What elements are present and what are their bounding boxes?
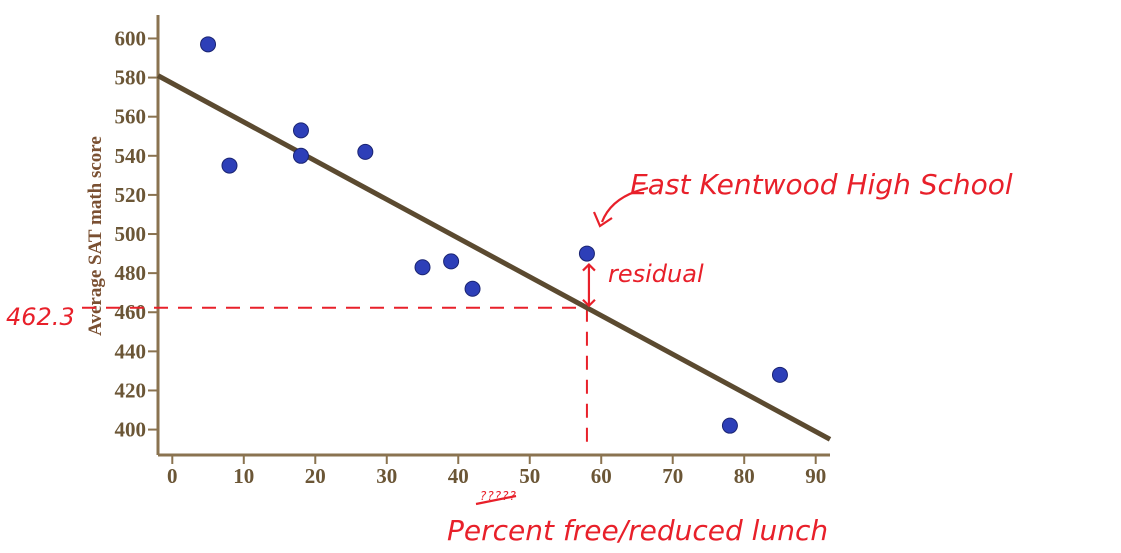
pointer-arrowhead [592, 211, 613, 228]
x-axis-handwritten-label: Percent free/reduced lunch [447, 514, 828, 547]
predicted-value-annotation: 462.3 [6, 303, 75, 331]
y-tick-label: 400 [115, 418, 147, 442]
data-point [771, 366, 788, 383]
highlight-annotation: East Kentwood High School [630, 168, 1013, 201]
data-point [200, 36, 217, 53]
x-tick-label: 50 [519, 464, 540, 488]
residual-arrowhead-bottom [582, 298, 596, 308]
data-points [200, 36, 788, 434]
y-tick-label: 440 [115, 339, 147, 363]
x-tick-label: 80 [734, 464, 755, 488]
y-tick-label: 580 [115, 66, 147, 90]
y-tick-label: 520 [115, 183, 147, 207]
data-point [357, 143, 374, 160]
x-ticks: 0 10 20 30 40 50 60 70 80 90 [167, 455, 826, 488]
x-tick-label: 60 [591, 464, 612, 488]
prediction-guides [82, 306, 588, 445]
y-tick-label: 560 [115, 105, 147, 129]
x-tick-label: 0 [167, 464, 178, 488]
crossed-out-xlabel: ????? [480, 489, 517, 503]
y-ticks: 400 420 440 460 480 500 520 540 560 580 600 [115, 26, 158, 442]
residual-arrow [582, 263, 596, 308]
x-tick-label: 40 [448, 464, 469, 488]
chart-axes [156, 15, 830, 457]
data-point [414, 259, 431, 276]
pointer-curve [600, 186, 649, 223]
data-point [292, 147, 309, 164]
y-tick-label: 500 [115, 222, 147, 246]
x-tick-label: 10 [233, 464, 254, 488]
data-point [464, 280, 481, 297]
residual-annotation: residual [608, 260, 704, 288]
y-tick-label: 480 [115, 261, 147, 285]
y-tick-label: 420 [115, 378, 147, 402]
x-tick-label: 30 [376, 464, 397, 488]
cross-out-stroke [475, 494, 517, 506]
x-tick-label: 90 [805, 464, 826, 488]
data-point [221, 157, 238, 174]
data-point [578, 245, 595, 262]
y-tick-label: 540 [115, 144, 147, 168]
y-tick-label: 460 [115, 300, 147, 324]
y-tick-label: 600 [115, 26, 147, 50]
regression-line [156, 73, 832, 442]
x-tick-label: 20 [305, 464, 326, 488]
residual-arrowhead-top [582, 263, 596, 272]
data-point [443, 253, 460, 270]
y-axis-label: Average SAT math score [85, 136, 106, 336]
x-tick-label: 70 [662, 464, 683, 488]
data-point [292, 122, 309, 139]
data-point [721, 417, 738, 434]
